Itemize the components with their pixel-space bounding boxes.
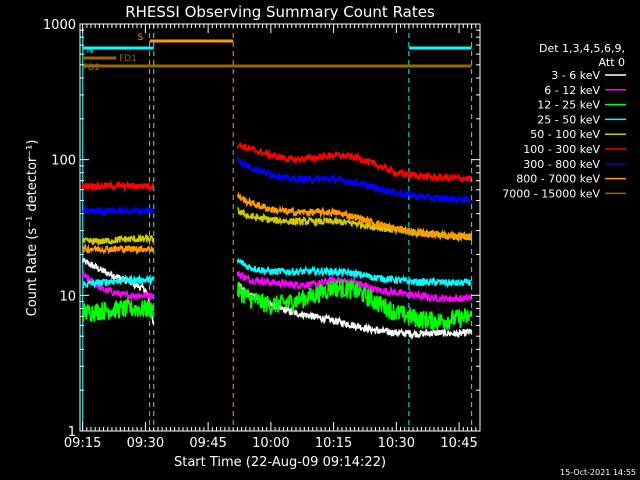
series-line-3-6kev (81, 257, 155, 325)
y-tick-label: 100 (51, 154, 76, 169)
series-line-12-25kev (81, 297, 155, 323)
series-line-800-7000kev (236, 191, 473, 242)
x-tick-label: 09:45 (189, 436, 226, 451)
y-tick-label: 10 (59, 289, 76, 304)
vertical-marker-lines (82, 24, 473, 431)
plot-frame (79, 23, 481, 432)
y-tick-label: 1 (68, 425, 76, 440)
legend-entry-label: 6 - 12 keV (544, 84, 600, 97)
x-tick-label: 10:15 (315, 436, 352, 451)
flag-label-fd2: FD2 (83, 63, 101, 73)
series-line-300-800kev (81, 204, 155, 217)
series-line-25-50kev (82, 273, 154, 290)
x-tick-label: 10:30 (378, 436, 415, 451)
legend-entry-label: 300 - 800 keV (523, 158, 600, 171)
series-line-12-25kev (236, 280, 473, 330)
series-line-100-300kev (81, 179, 155, 192)
y-axis-label: Count Rate (s⁻¹ detector⁻¹) (25, 140, 40, 317)
y-axis: 1 10 100 1000 (43, 18, 480, 440)
x-axis-label: Start Time (22-Aug-09 09:14:22) (174, 455, 386, 470)
legend-title-line: Det 1,3,4,5,6,9, (539, 42, 625, 55)
flag-bars: S N FD1 FD2 (82, 33, 472, 73)
legend-title-line: Att 0 (599, 56, 625, 69)
y-tick-label: 1000 (43, 18, 76, 33)
flag-label-n: N (87, 46, 94, 56)
x-tick-label: 10:00 (252, 436, 289, 451)
timestamp: 15-Oct-2021 14:55 (560, 468, 636, 477)
legend-entry-label: 12 - 25 keV (537, 99, 600, 112)
legend-entry-label: 800 - 7000 keV (516, 173, 600, 186)
chart-title: RHESSI Observing Summary Count Rates (125, 3, 435, 21)
legend-entry-label: 3 - 6 keV (551, 69, 600, 82)
legend-entry-label: 50 - 100 keV (530, 128, 600, 141)
legend-entry-label: 25 - 50 keV (537, 113, 600, 126)
x-tick-label: 09:15 (64, 436, 101, 451)
legend: Det 1,3,4,5,6,9,Att 03 - 6 keV 6 - 12 keV… (502, 42, 626, 200)
legend-entry-label: 100 - 300 keV (523, 143, 600, 156)
series-line-6-12kev (236, 271, 473, 304)
series-line-100-300kev (236, 142, 473, 183)
x-tick-label: 10:45 (440, 436, 477, 451)
series-group (81, 142, 473, 340)
series-line-300-800kev (236, 156, 473, 205)
x-axis: 09:15 09:30 09:45 10:00 10:15 10:30 10:45 (64, 24, 481, 451)
flag-label-fd1: FD1 (119, 54, 137, 64)
series-line-800-7000kev (81, 242, 155, 256)
series-line-50-100kev (81, 233, 155, 246)
legend-entry-label: 7000 - 15000 keV (502, 187, 600, 200)
flag-label-s: S (138, 33, 144, 43)
x-tick-label: 09:30 (127, 436, 164, 451)
series-line-25-50kev (236, 257, 472, 289)
